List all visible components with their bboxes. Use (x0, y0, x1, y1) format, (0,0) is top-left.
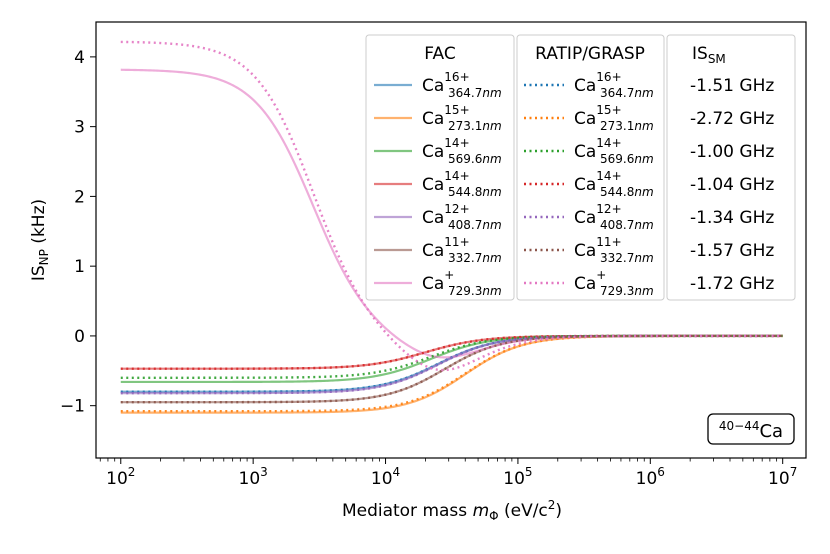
isotope-annotation: 40−44Ca (707, 413, 795, 445)
x-tick-label-4: 106 (636, 465, 665, 489)
legend-is-value-0: -1.51 GHz (690, 76, 774, 96)
x-axis-label: Mediator mass mΦ (eV/c2) (342, 498, 562, 523)
y-tick-label-0: −1 (60, 397, 85, 417)
annotation-text: 40−44Ca (719, 419, 783, 442)
legend-grasp-label-2: Ca14+ 569.6nm (574, 136, 654, 166)
legend-box-grasp (516, 34, 665, 301)
y-tick-label-4: 3 (74, 118, 85, 138)
legend-grasp-label-3: Ca14+ 544.8nm (574, 169, 654, 199)
legend-is-value-1: -2.72 GHz (690, 109, 774, 129)
y-axis-label: ISNP (kHz) (29, 199, 51, 281)
legend-grasp-label-5: Ca11+ 332.7nm (574, 235, 654, 265)
x-axis: 102 103 104 105 106 107 (99, 458, 797, 489)
legend-fac-label-6: Ca+ 729.3nm (422, 268, 502, 298)
curves (120, 40, 783, 414)
grasp-line-2 (120, 334, 783, 379)
legend-box-fac (365, 34, 515, 301)
legend-header-is: ISSM (692, 44, 726, 66)
y-axis: −1 0 1 2 3 4 (60, 48, 96, 417)
y-tick-label-5: 4 (74, 48, 85, 68)
legend-grasp-label-6: Ca+ 729.3nm (574, 268, 654, 298)
x-tick-label-1: 103 (239, 465, 268, 489)
grasp-line-4 (120, 334, 783, 395)
plot-frame (95, 21, 807, 459)
x-tick-label-0: 102 (106, 465, 135, 489)
grasp-line-5 (120, 334, 783, 404)
y-tick-label-2: 1 (74, 257, 85, 277)
y-tick-label-3: 2 (74, 187, 85, 207)
legend-fac-label-0: Ca16+ 364.7nm (422, 70, 502, 100)
legend-grasp-label-0: Ca16+ 364.7nm (574, 70, 654, 100)
legend-fac-label-3: Ca14+ 544.8nm (422, 169, 502, 199)
legend-box-is (666, 34, 796, 301)
grasp-line-3 (120, 334, 783, 370)
legend-fac-label-5: Ca11+ 332.7nm (422, 235, 502, 265)
x-tick-label-5: 107 (768, 465, 797, 489)
legend-is-value-6: -1.72 GHz (690, 274, 774, 294)
legend-fac-label-4: Ca12+ 408.7nm (422, 202, 502, 232)
x-tick-label-2: 104 (371, 465, 400, 489)
x-tick-label-3: 105 (503, 465, 532, 489)
legend-fac-label-1: Ca15+ 273.1nm (422, 103, 502, 133)
legend-grasp-label-1: Ca15+ 273.1nm (574, 103, 654, 133)
annotation-box (707, 413, 795, 445)
legend-is-value-3: -1.04 GHz (690, 175, 774, 195)
legend-header-grasp: RATIP/GRASP (535, 44, 645, 64)
legend-is-value-2: -1.00 GHz (690, 142, 774, 162)
legend-fac-label-2: Ca14+ 569.6nm (422, 136, 502, 166)
legend-header-fac: FAC (424, 44, 455, 64)
legend-rows: Ca16+ 364.7nm Ca16+ 364.7nm -1.51 GHz Ca15+ 27… (374, 70, 774, 298)
legend: FAC RATIP/GRASP ISSM Ca16+ 364.7nm Ca16+ 36… (365, 34, 796, 301)
y-tick-label-1: 0 (74, 327, 85, 347)
legend-is-value-5: -1.57 GHz (690, 241, 774, 261)
legend-is-value-4: -1.34 GHz (690, 208, 774, 228)
legend-grasp-label-4: Ca12+ 408.7nm (574, 202, 654, 232)
